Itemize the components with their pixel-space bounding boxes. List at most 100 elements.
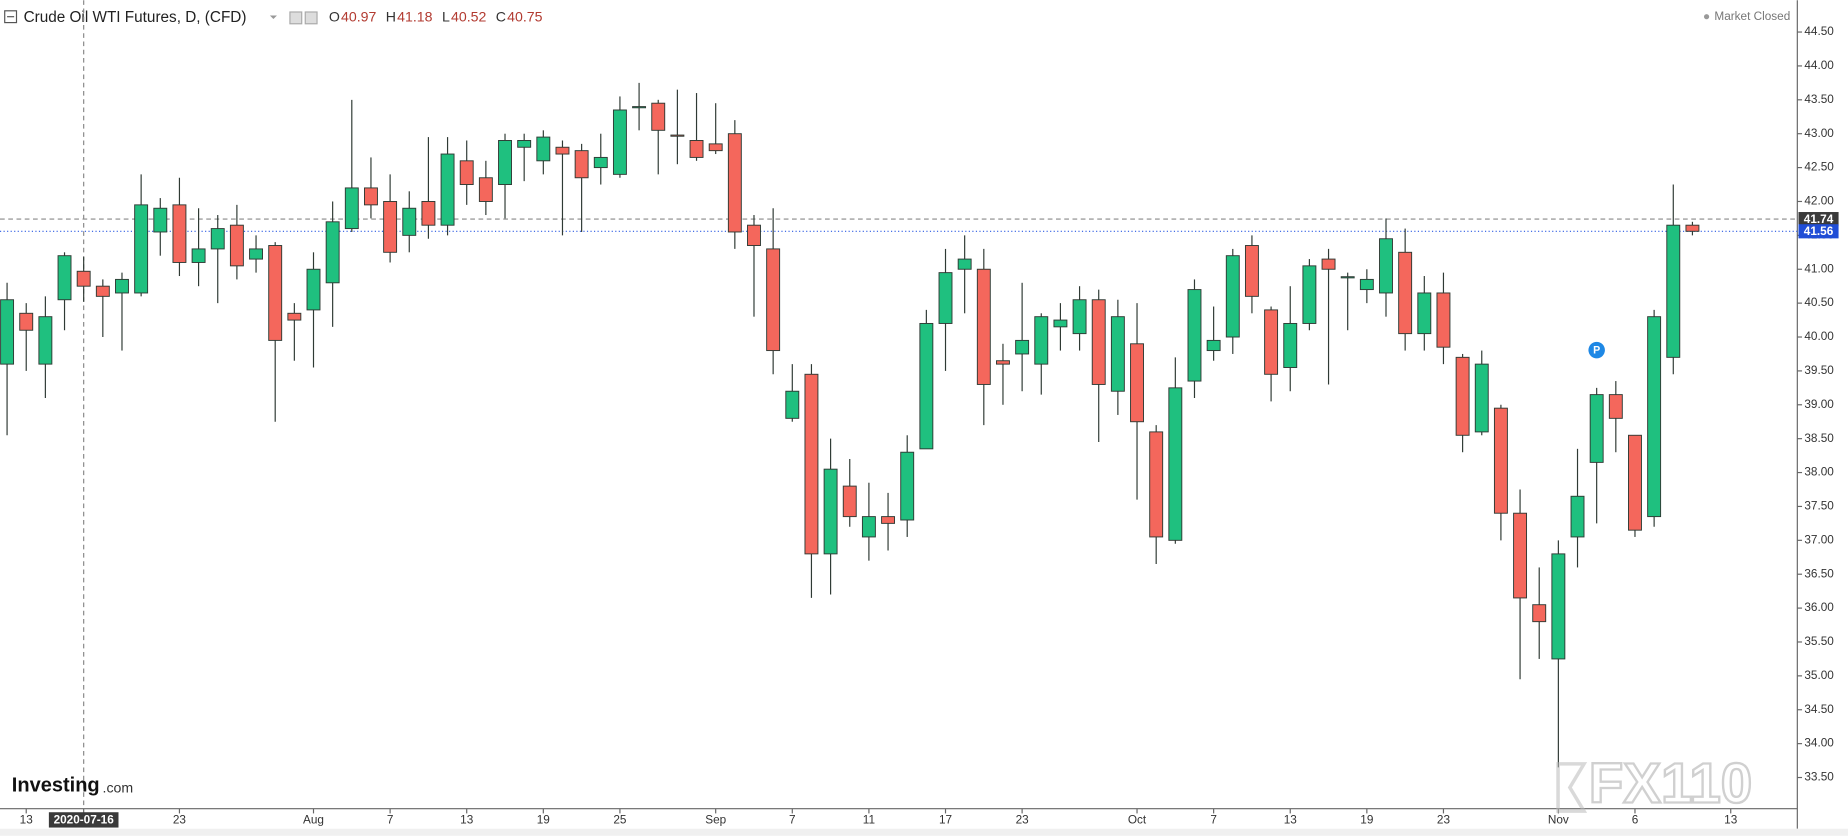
candle-body: [1340, 276, 1355, 279]
candle-body: [708, 143, 723, 152]
candle-body: [478, 177, 493, 202]
ohlc-letter: C: [496, 9, 506, 25]
candle-body: [670, 134, 685, 137]
y-tick-label: 36.00: [1804, 601, 1834, 614]
settings-icon[interactable]: [304, 11, 318, 25]
candle-body: [1283, 322, 1298, 368]
candle-body: [1015, 339, 1030, 355]
x-tick-label: Aug: [303, 814, 324, 827]
candle-body: [1570, 495, 1585, 538]
crosshair-date-box: [48, 812, 119, 828]
y-tick-label: 38.00: [1804, 466, 1834, 479]
x-tick-label: 19: [1360, 814, 1373, 827]
candle-body: [287, 312, 302, 321]
x-tick-label: 11: [863, 814, 875, 827]
candle-body: [95, 285, 110, 297]
candle-body: [1398, 251, 1413, 335]
collapse-icon[interactable]: [4, 10, 18, 24]
candle-body: [306, 268, 321, 311]
candle-body: [1110, 316, 1125, 392]
y-tick-label: 43.50: [1804, 93, 1834, 106]
ohlc-legend: O 40.97 H 41.18 L 40.52 C 40.75: [329, 9, 543, 25]
y-tick-label: 44.50: [1804, 25, 1834, 38]
candle-body: [766, 248, 781, 352]
candle-body: [1455, 356, 1470, 436]
x-tick-label: 13: [20, 814, 34, 827]
dropdown-arrow[interactable]: [269, 15, 277, 20]
x-tick-label: 7: [1210, 814, 1217, 827]
candle-body: [900, 451, 915, 521]
candle-body: [689, 140, 704, 158]
price-label-box: [1798, 212, 1839, 227]
y-tick-label: 40.00: [1804, 330, 1834, 343]
candle-body: [421, 201, 436, 226]
candle-body: [1187, 289, 1202, 382]
x-tick-label: 13: [460, 814, 474, 827]
candle-body: [1206, 339, 1221, 352]
x-tick-label: Nov: [1548, 814, 1569, 827]
candle-body: [440, 153, 455, 226]
candle-body: [517, 140, 532, 148]
event-marker[interactable]: [1588, 341, 1605, 359]
candle-body: [134, 204, 149, 294]
x-tick-label: 13: [1724, 814, 1738, 827]
ohlc-letter: O: [329, 9, 340, 25]
ohlc-value: 41.18: [397, 9, 432, 25]
candle-body: [1264, 309, 1279, 375]
x-tick-label: 7: [789, 814, 796, 827]
candle-body: [823, 468, 838, 555]
candle-body: [555, 146, 570, 155]
y-tick-label: 33.50: [1804, 771, 1834, 784]
candle-body: [1130, 343, 1144, 423]
candle-body: [785, 390, 800, 419]
bottom-strip: [0, 828, 1848, 836]
candle-body: [1379, 238, 1393, 294]
x-tick-label: 17: [939, 814, 952, 827]
candle-body: [229, 224, 244, 267]
y-tick-label: 42.00: [1804, 195, 1834, 208]
candle-body: [1225, 255, 1240, 338]
candle-body: [498, 140, 512, 186]
candle-body: [268, 245, 283, 341]
candle-body: [1647, 316, 1662, 518]
candle-body: [957, 258, 972, 270]
x-tick-label: 6: [1632, 814, 1639, 827]
candle-body: [1628, 434, 1642, 531]
candle-body: [344, 187, 359, 230]
candle-body: [1666, 224, 1681, 358]
x-tick-label: 19: [537, 814, 550, 827]
ohlc-letter: H: [386, 9, 396, 25]
candle-body: [1359, 278, 1374, 291]
y-tick-label: 38.50: [1804, 432, 1834, 445]
x-tick-label: Oct: [1128, 814, 1147, 827]
candle-body: [1417, 292, 1432, 335]
candle-body: [1493, 407, 1508, 514]
ohlc-value: 40.52: [451, 9, 486, 25]
candle-body: [1091, 299, 1106, 385]
candle-body: [861, 516, 876, 538]
candle-body: [19, 312, 34, 331]
watermark: FX110: [1589, 751, 1753, 814]
candle-body: [1302, 265, 1317, 324]
y-tick-label: 39.50: [1804, 364, 1834, 377]
eye-icon[interactable]: [289, 11, 303, 25]
ohlc-letter: L: [442, 9, 450, 25]
candle-body: [747, 224, 761, 246]
price-label: 41.74: [1804, 213, 1834, 226]
ohlc-value: 40.97: [341, 9, 376, 25]
watermark-icon: [1556, 762, 1588, 813]
status-dot: [1703, 14, 1710, 20]
y-tick-label: 37.50: [1804, 500, 1834, 513]
y-tick-label: 43.00: [1804, 127, 1834, 140]
y-tick-label: 35.00: [1804, 669, 1834, 682]
candle-body: [1474, 363, 1489, 433]
candle-body: [1053, 319, 1068, 328]
market-status: Market Closed: [1714, 10, 1790, 23]
event-marker-label: P: [1593, 345, 1600, 357]
candle-body: [1436, 292, 1451, 348]
candle-body: [1685, 224, 1700, 232]
y-tick-label: 39.00: [1804, 398, 1834, 411]
candle-body: [383, 201, 398, 253]
